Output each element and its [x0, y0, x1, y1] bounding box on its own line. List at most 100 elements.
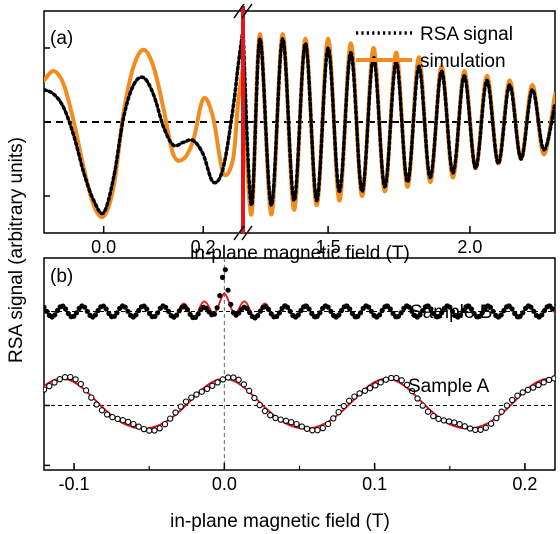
- panel-b-sample-a-point: [493, 414, 500, 422]
- panel-b-sample-a-point: [251, 394, 258, 402]
- panel-b-sample-b-point: [133, 312, 139, 318]
- panel-b-sample-a-point: [482, 424, 490, 431]
- panel-b-sample-a-point: [319, 424, 326, 432]
- panel-b-sample-a-point: [240, 381, 248, 388]
- panel-b-sample-b-point: [265, 306, 272, 312]
- panel-b-sample-b-point: [509, 306, 515, 312]
- panel-b-sample-b-point: [387, 306, 393, 312]
- panel-b-sample-a-point: [230, 374, 237, 381]
- panel-b-sample-b-point: [276, 310, 282, 316]
- panel-b-sample-b-point: [244, 305, 250, 312]
- panel-b-sample-b-point: [295, 312, 301, 318]
- panel-b-sample-a-point: [456, 421, 463, 428]
- panel-b-x-ticks: -0.1 0.0 0.1 0.2: [44, 310, 537, 494]
- panel-b-sample-a-point: [461, 423, 468, 430]
- panel-b-sample-b-point: [379, 307, 385, 314]
- panel-b-sample-b-point: [195, 311, 201, 317]
- panel-b-sample-b-point: [257, 308, 263, 314]
- panel-b-sample-a-point: [119, 417, 127, 424]
- panel-b-sample-b-point: [228, 301, 234, 307]
- panel-b-sample-a-point: [82, 387, 90, 394]
- panel-b-sample-b-point: [184, 307, 190, 313]
- panel-b-sample-b-point: [420, 307, 426, 314]
- panel-b-sample-b-point: [541, 307, 548, 314]
- panel-b-sample-a-point: [303, 425, 311, 432]
- panel-b-sample-a-point: [298, 423, 305, 430]
- panel-b-sample-a-point: [545, 376, 553, 384]
- panel-a-x-ticks: 0.0 0.2 1.5 2.0: [44, 47, 482, 257]
- panel-b-sample-b-point: [517, 313, 523, 319]
- panel-a-label: (a): [50, 28, 73, 49]
- panel-b-sample-a-point: [151, 427, 158, 434]
- panel-b-sample-a-point: [209, 382, 216, 389]
- panel-b-x-axis-label: in-plane magnetic field (T): [170, 511, 390, 532]
- legend-rsa-label: RSA signal: [420, 24, 513, 45]
- panel-b-sample-b-point: [501, 307, 507, 314]
- panel-b-sample-b-point: [325, 304, 331, 310]
- panel-b-sample-b-point: [114, 310, 120, 316]
- panel-b-sample-a-point: [382, 376, 390, 383]
- panel-b-sample-a-point: [314, 427, 321, 434]
- legend-simulation-label: simulation: [420, 51, 506, 72]
- panel-b-sample-a-point: [361, 387, 369, 394]
- panel-b-sample-a-point: [56, 376, 63, 383]
- panel-b-sample-b-point: [54, 307, 61, 314]
- panel-b-sample-b-point: [103, 306, 109, 312]
- panel-b: (b) -0.1 0.0 0.1 0.2 Sample B Sample A in-p…: [43, 257, 556, 532]
- panel-b-sample-b-point: [176, 308, 182, 314]
- panel-b-sample-a-point: [198, 388, 205, 395]
- panel-b-sample-a-point: [356, 390, 363, 397]
- panel-b-sample-a-point: [203, 385, 211, 393]
- panel-b-sample-a-point: [330, 415, 337, 422]
- panel-a-x-tick-label: 2.0: [457, 237, 482, 257]
- panel-b-sample-b-point: [490, 308, 496, 314]
- panel-b-sample-a-point: [193, 391, 200, 398]
- panel-b-sample-b-point: [287, 308, 293, 314]
- panel-b-sample-b-point: [317, 310, 323, 316]
- panel-b-sample-b-point: [355, 313, 361, 319]
- panel-b-sample-b-point: [550, 306, 555, 312]
- legend: RSA signal simulation: [356, 24, 513, 72]
- panel-b-sample-a-point: [409, 388, 416, 395]
- panel-b-sample-a-point: [177, 403, 184, 410]
- panel-b-label: (b): [50, 266, 73, 287]
- panel-b-sample-b-point: [406, 304, 412, 310]
- panel-b-sample-a-point: [214, 379, 221, 386]
- panel-b-sample-a-point: [540, 379, 547, 386]
- panel-b-sample-a-point: [414, 395, 421, 402]
- panel-b-sample-b-point: [111, 313, 117, 319]
- panel-b-sample-b-point: [531, 308, 537, 314]
- panel-b-sample-a-point: [440, 417, 447, 424]
- panel-b-sample-b-point: [498, 312, 504, 318]
- panel-b-sample-b-point: [539, 312, 545, 318]
- panel-b-sample-a-point: [88, 394, 95, 401]
- panel-b-sample-b-point: [458, 312, 464, 318]
- panel-b-sample-b-point: [436, 313, 442, 319]
- panel-b-sample-b-point: [71, 313, 77, 319]
- panel-b-sample-a-point: [519, 389, 526, 396]
- panel-a-series: [44, 3, 555, 241]
- panel-b-sample-b-point: [417, 312, 423, 318]
- panel-b-sample-a-point: [366, 385, 374, 392]
- panel-b-sample-b-point: [165, 308, 171, 314]
- panel-b-sample-a-point: [267, 412, 274, 419]
- panel-b-sample-b-point: [528, 304, 534, 310]
- panel-b-x-tick-label: 0.1: [362, 474, 387, 494]
- panel-b-sample-a-point: [167, 415, 174, 422]
- panel-b-sample-a-point: [288, 419, 295, 426]
- panel-b-x-tick-label: 0.2: [512, 474, 537, 494]
- panel-b-sample-a-point: [256, 401, 263, 409]
- panel-b-sample-b-point: [63, 306, 69, 312]
- panel-b-sample-b-point: [398, 310, 404, 316]
- panel-b-sample-a-point: [77, 380, 84, 388]
- panel-b-sample-b-point: [92, 312, 98, 318]
- panel-b-sample-a-point: [477, 426, 484, 433]
- panel-a-break-slash-top-0: [233, 3, 245, 19]
- panel-b-sample-a-point: [509, 396, 516, 404]
- panel-b-sample-a-point: [219, 376, 227, 383]
- panel-b-sample-a-point: [114, 415, 121, 423]
- panel-b-sample-b-point: [82, 304, 88, 310]
- panel-b-sample-a-point: [466, 425, 474, 432]
- panel-b-sample-a-point: [135, 423, 142, 430]
- panel-b-sample-a-points: [44, 373, 555, 434]
